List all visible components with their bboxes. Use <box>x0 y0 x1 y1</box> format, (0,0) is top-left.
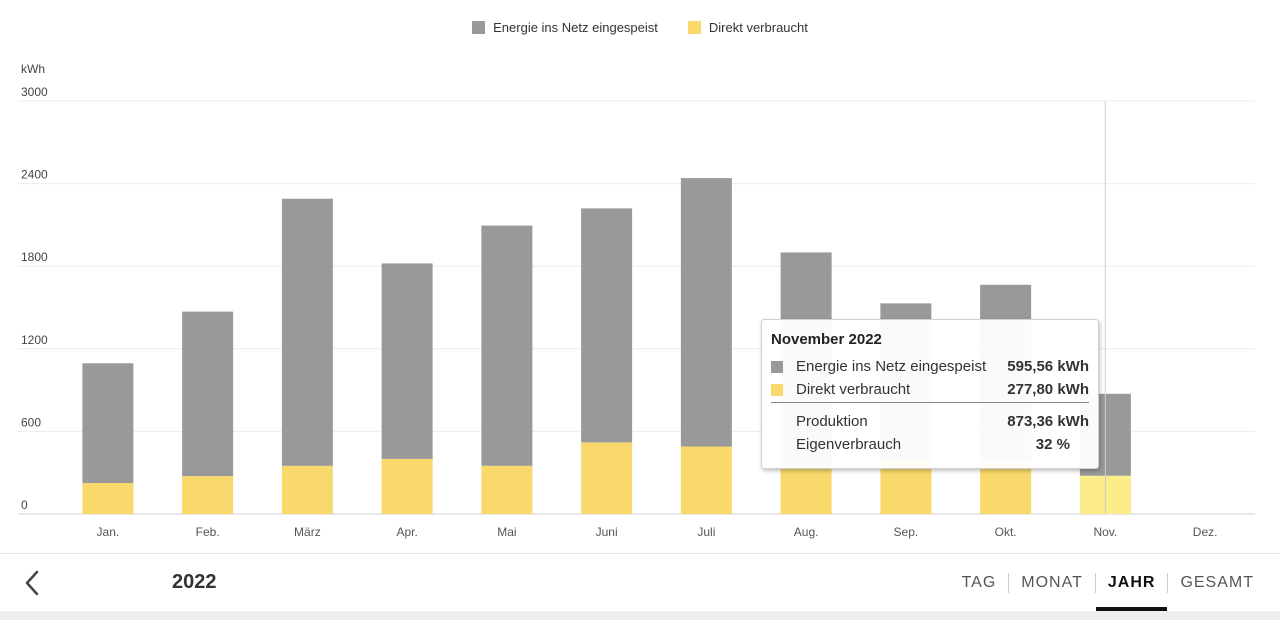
x-tick-label: Apr. <box>396 525 417 539</box>
tooltip-row-direct: Direkt verbraucht 277,80 kWh <box>771 378 1089 401</box>
tooltip-label: Energie ins Netz eingespeist <box>796 358 987 375</box>
x-tick-label: März <box>294 525 321 539</box>
y-tick-label: 600 <box>21 415 41 429</box>
bar-direct-consumption <box>780 465 832 514</box>
y-tick-label: 1200 <box>21 333 48 347</box>
bar-grid-feed-in <box>680 178 732 447</box>
tab-total[interactable]: GESAMT <box>1167 573 1266 593</box>
tooltip-row-feed-in: Energie ins Netz eingespeist 595,56 kWh <box>771 355 1089 378</box>
tooltip-value: 277,80 kWh <box>1007 381 1089 398</box>
y-tick-label: 2400 <box>21 168 48 182</box>
chart-tooltip: November 2022 Energie ins Netz eingespei… <box>761 319 1099 469</box>
tooltip-label: Produktion <box>796 413 868 430</box>
legend-label-feed-in: Energie ins Netz eingespeist <box>493 20 658 35</box>
selected-year: 2022 <box>172 571 217 593</box>
legend-item-feed-in[interactable]: Energie ins Netz eingespeist <box>472 20 658 35</box>
previous-period-button[interactable] <box>16 566 50 600</box>
tooltip-swatch-feed-in <box>771 360 783 373</box>
tooltip-row-production: Produktion 873,36 kWh <box>771 410 1089 433</box>
x-tick-label: Sep. <box>894 525 919 539</box>
x-tick-label: Jan. <box>97 525 120 539</box>
bar-direct-consumption <box>481 465 533 514</box>
tab-day[interactable]: TAG <box>961 574 997 591</box>
period-navigation-bar: 2022 TAG MONAT JAHR GESAMT <box>0 553 1280 612</box>
tooltip-value: 32 % <box>1035 436 1070 453</box>
chevron-left-icon <box>25 570 39 596</box>
tab-year[interactable]: JAHR <box>1094 573 1168 612</box>
x-tick-label: Juli <box>697 525 715 539</box>
y-tick-label: 3000 <box>21 85 48 99</box>
bar-direct-consumption <box>980 461 1032 514</box>
chart-legend: Energie ins Netz eingespeist Direkt verb… <box>0 20 1280 35</box>
legend-swatch-direct <box>687 21 701 34</box>
x-tick-label: Feb. <box>196 525 220 539</box>
tooltip-value: 873,36 kWh <box>1007 413 1089 430</box>
y-tick-label: 1800 <box>21 250 48 264</box>
bar-direct-consumption <box>182 476 234 514</box>
tooltip-separator <box>771 402 1089 403</box>
bar-grid-feed-in <box>182 311 234 477</box>
x-tick-label: Mai <box>497 525 516 539</box>
period-tabs: TAG MONAT JAHR GESAMT <box>950 554 1266 612</box>
bar-direct-consumption <box>680 446 732 514</box>
tooltip-label: Direkt verbraucht <box>796 381 911 398</box>
bar-grid-feed-in <box>281 198 333 466</box>
bar-grid-feed-in <box>381 263 433 459</box>
x-tick-label: Okt. <box>995 525 1017 539</box>
bar-direct-consumption <box>281 465 333 514</box>
tooltip-title: November 2022 <box>771 331 882 348</box>
tooltip-value: 595,56 kWh <box>1007 358 1089 375</box>
x-tick-label: Juni <box>596 525 618 539</box>
x-tick-label: Nov. <box>1093 525 1117 539</box>
bar-direct-consumption <box>381 458 433 514</box>
tab-month[interactable]: MONAT <box>1008 573 1095 593</box>
bar-direct-consumption <box>82 483 134 514</box>
bottom-strip <box>0 611 1280 620</box>
production-chart: 0 600 1200 1800 2400 3000 Jan. Feb. März Apr. Mai J… <box>0 20 1280 539</box>
bar-direct-consumption <box>581 442 633 514</box>
legend-swatch-feed-in <box>472 21 486 34</box>
tooltip-row-self-consumption: Eigenverbrauch 32 % <box>771 433 1089 456</box>
legend-item-direct[interactable]: Direkt verbraucht <box>687 20 808 35</box>
x-tick-label: Aug. <box>794 525 819 539</box>
legend-label-direct: Direkt verbraucht <box>708 20 808 35</box>
x-tick-label: Dez. <box>1193 525 1218 539</box>
tooltip-swatch-direct <box>771 383 783 396</box>
tooltip-label: Eigenverbrauch <box>796 436 902 453</box>
y-tick-label: 0 <box>21 498 28 512</box>
y-axis-unit: kWh <box>21 62 45 76</box>
chart-canvas: 0 600 1200 1800 2400 3000 Jan. Feb. März Apr. Mai J… <box>18 85 1255 539</box>
bar-grid-feed-in <box>581 208 633 443</box>
bar-direct-consumption <box>880 460 932 514</box>
bar-grid-feed-in <box>481 225 533 466</box>
bar-grid-feed-in <box>82 363 134 484</box>
